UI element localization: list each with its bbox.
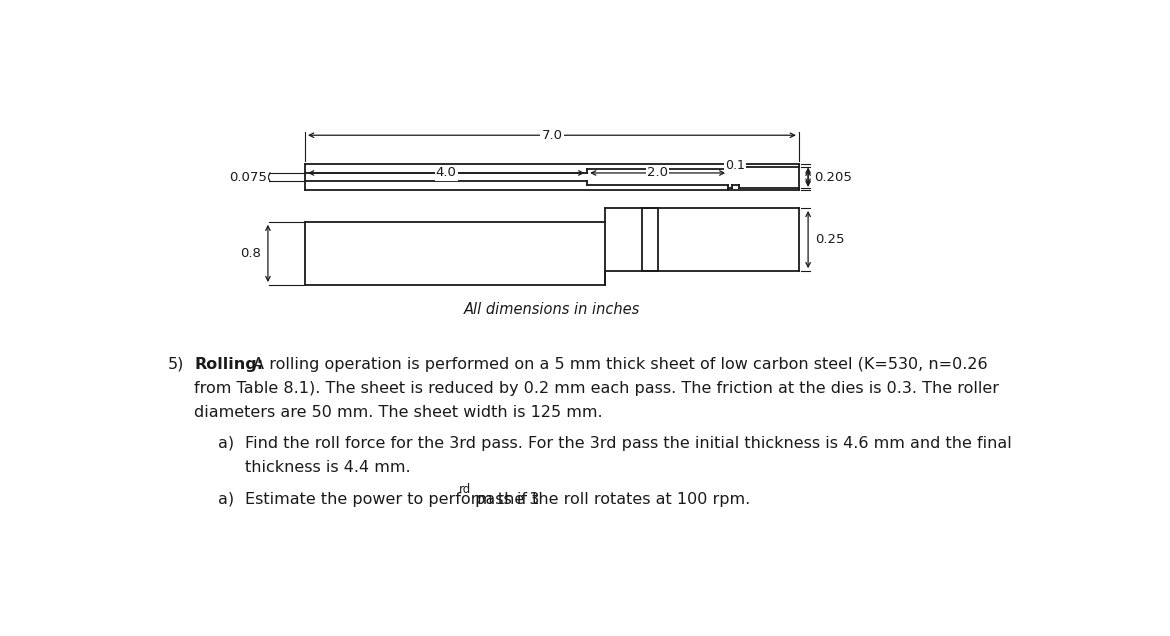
Text: Find the roll force for the 3rd pass. For the 3rd pass the initial thickness is : Find the roll force for the 3rd pass. Fo…	[246, 436, 1012, 450]
Text: a): a)	[219, 436, 234, 450]
Text: Rolling:: Rolling:	[194, 357, 263, 371]
Text: 0.25: 0.25	[815, 233, 845, 246]
Text: from Table 8.1). The sheet is reduced by 0.2 mm each pass. The friction at the d: from Table 8.1). The sheet is reduced by…	[194, 381, 999, 396]
Text: 0.8: 0.8	[241, 247, 261, 260]
Text: pass if the roll rotates at 100 rpm.: pass if the roll rotates at 100 rpm.	[470, 492, 750, 507]
Text: thickness is 4.4 mm.: thickness is 4.4 mm.	[246, 460, 411, 475]
Text: 4.0: 4.0	[435, 167, 456, 179]
Text: 0.1: 0.1	[725, 159, 745, 172]
Text: All dimensions in inches: All dimensions in inches	[463, 302, 640, 317]
Text: 7.0: 7.0	[542, 128, 563, 142]
Text: A rolling operation is performed on a 5 mm thick sheet of low carbon steel (K=53: A rolling operation is performed on a 5 …	[248, 357, 987, 371]
Text: 0.25: 0.25	[815, 170, 845, 184]
Text: a): a)	[219, 492, 234, 507]
Text: Estimate the power to perform the 3: Estimate the power to perform the 3	[246, 492, 539, 507]
Text: 0.075: 0.075	[229, 170, 267, 184]
Text: 2.0: 2.0	[647, 167, 668, 179]
Text: diameters are 50 mm. The sheet width is 125 mm.: diameters are 50 mm. The sheet width is …	[194, 405, 603, 420]
Text: 5): 5)	[168, 357, 185, 371]
Text: rd: rd	[459, 483, 470, 496]
Text: 0.205: 0.205	[814, 170, 852, 184]
